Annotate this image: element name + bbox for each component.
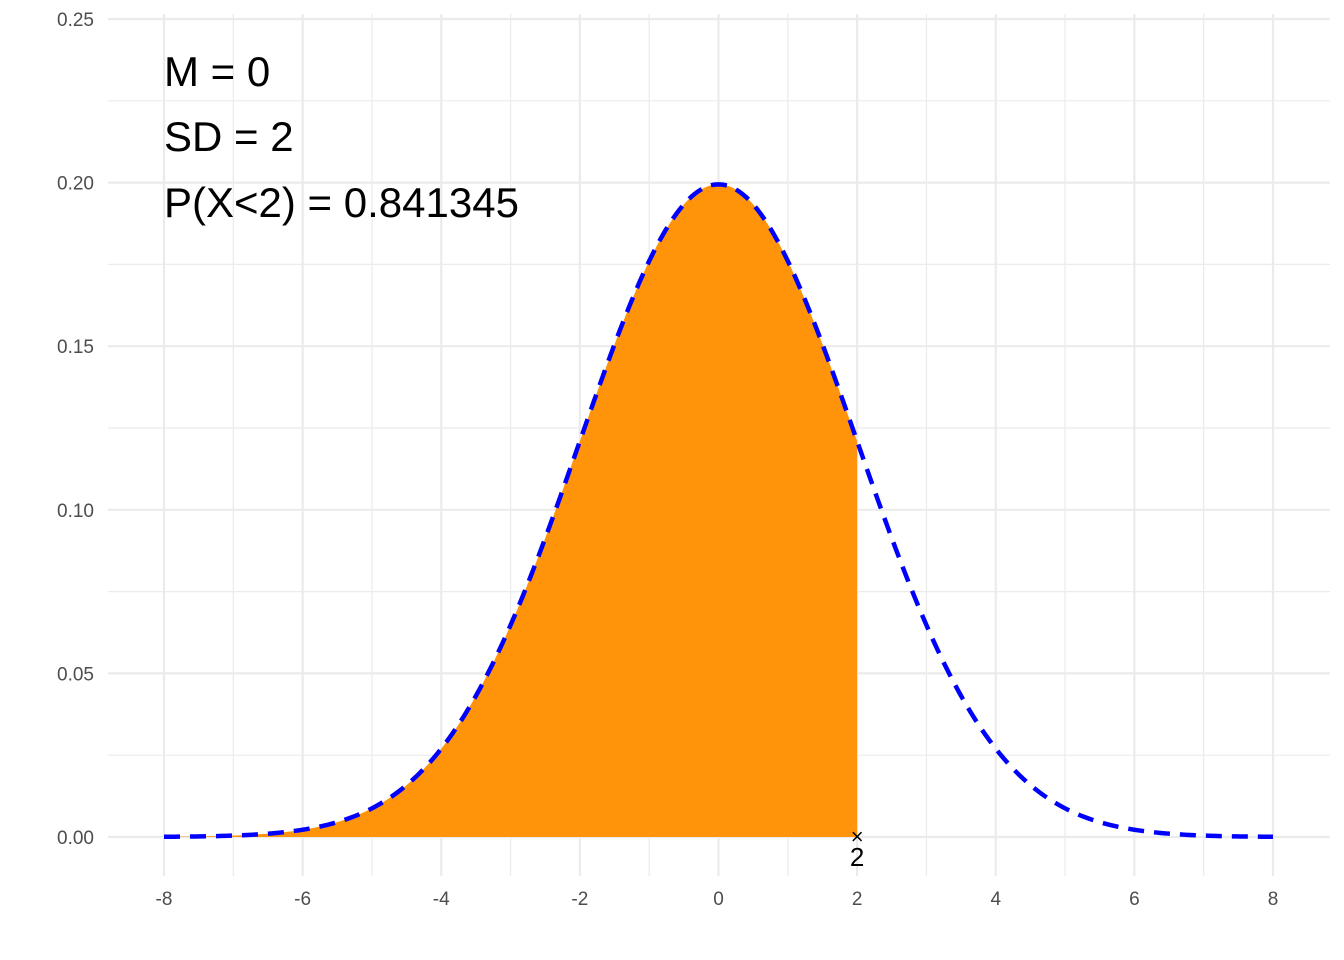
y-tick-label: 0.00 bbox=[57, 828, 94, 849]
y-tick-label: 0.05 bbox=[57, 664, 94, 685]
cutoff-label: 2 bbox=[850, 842, 864, 872]
y-tick-label: 0.25 bbox=[57, 10, 94, 31]
annotation-mean: M = 0 bbox=[164, 48, 270, 95]
y-tick-label: 0.20 bbox=[57, 174, 94, 195]
x-axis-ticks: -8 -6 -4 -2 0 2 4 6 8 bbox=[156, 889, 1279, 910]
x-tick-label: -6 bbox=[294, 889, 311, 910]
x-tick-label: 8 bbox=[1268, 889, 1279, 910]
annotation-sd: SD = 2 bbox=[164, 113, 294, 160]
x-tick-label: 6 bbox=[1129, 889, 1140, 910]
x-tick-label: 0 bbox=[713, 889, 724, 910]
annotation-probability: P(X<2) = 0.841345 bbox=[164, 179, 519, 226]
y-tick-label: 0.15 bbox=[57, 337, 94, 358]
cutoff-marker: × bbox=[851, 824, 864, 849]
x-tick-label: 4 bbox=[990, 889, 1001, 910]
x-tick-label: 2 bbox=[852, 889, 863, 910]
y-axis-ticks: 0.00 0.05 0.10 0.15 0.20 0.25 bbox=[57, 10, 94, 849]
x-tick-label: -2 bbox=[571, 889, 588, 910]
y-tick-label: 0.10 bbox=[57, 501, 94, 522]
x-tick-label: -8 bbox=[156, 889, 173, 910]
density-curve bbox=[163, 182, 1274, 840]
x-tick-label: -4 bbox=[433, 889, 450, 910]
shaded-area bbox=[164, 184, 858, 837]
